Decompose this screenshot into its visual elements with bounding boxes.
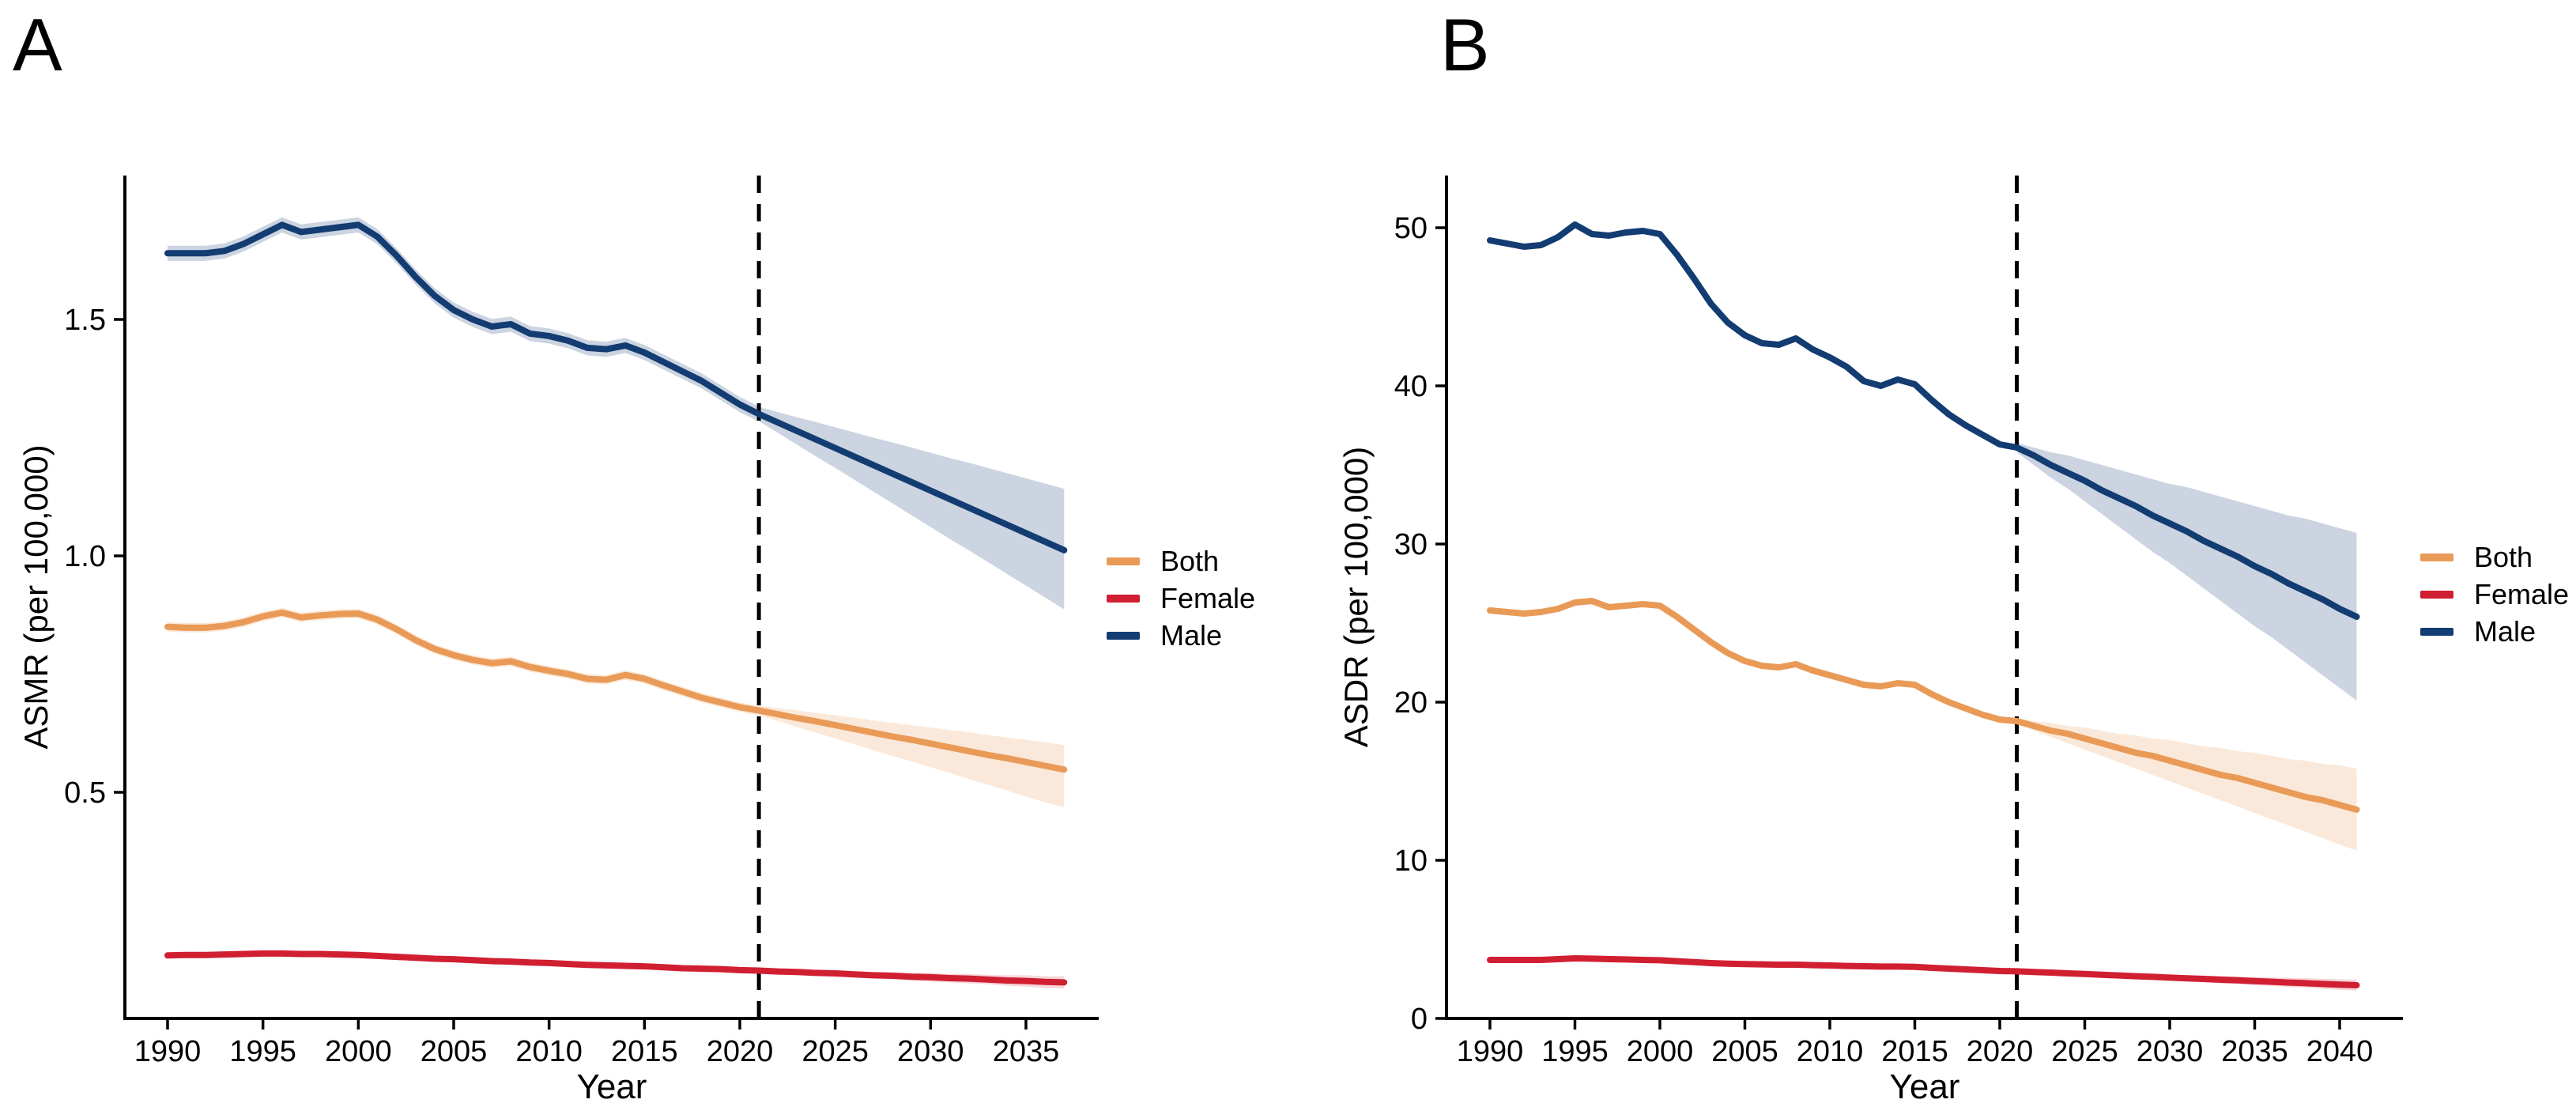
x-tick-label: 2035 xyxy=(993,1035,1060,1068)
legend-item-both: Both xyxy=(2420,538,2569,576)
forecast-band-both xyxy=(2016,718,2357,851)
panel-a-y-axis-label: ASMR (per 100,000) xyxy=(17,444,55,750)
x-tick-label: 2010 xyxy=(515,1035,583,1068)
series-lines xyxy=(164,221,1068,986)
ci-bands xyxy=(168,217,1065,989)
forecast-band-male xyxy=(759,406,1065,610)
x-tick-label: 2015 xyxy=(1881,1035,1948,1068)
legend-label-both: Both xyxy=(2474,540,2533,573)
ci-bands xyxy=(2016,443,2357,991)
x-tick-label: 2005 xyxy=(1711,1035,1778,1068)
male-swatch-icon xyxy=(1107,631,1140,640)
legend-item-male: Male xyxy=(2420,613,2569,650)
x-tick-label: 1995 xyxy=(229,1035,296,1068)
panel-A: 0.5 1.0 1.5 1990 1995 2000 2005 2010 2015 2020 202… xyxy=(64,176,1099,1068)
forecast-band-both xyxy=(759,705,1065,808)
series-line-female xyxy=(164,950,1068,986)
y-tick-label: 0 xyxy=(1411,1003,1428,1036)
x-tick-label: 1990 xyxy=(134,1035,202,1068)
forecast-band-male xyxy=(2016,443,2357,701)
x-tick-label: 1990 xyxy=(1457,1035,1524,1068)
legend-item-female: Female xyxy=(2420,576,2569,613)
series-line-female xyxy=(1487,955,2360,988)
x-tick-label: 2020 xyxy=(707,1035,774,1068)
panel-a-title: A xyxy=(13,3,62,86)
x-tick-label: 2005 xyxy=(421,1035,488,1068)
both-swatch-icon xyxy=(2420,553,2453,561)
y-tick-label: 0.5 xyxy=(64,776,106,810)
x-tick-label: 2025 xyxy=(801,1035,869,1068)
legend-item-both: Both xyxy=(1107,542,1255,580)
series-line-male xyxy=(1487,221,2360,620)
series-lines xyxy=(1487,221,2360,988)
panel-b-title: B xyxy=(1440,3,1490,86)
x-tick-label: 2030 xyxy=(2137,1035,2204,1068)
panel-a-x-axis-label: Year xyxy=(576,1067,647,1106)
y-tick-label: 20 xyxy=(1394,686,1428,720)
series-line-both xyxy=(164,609,1068,773)
panel-a-legend: Both Female Male xyxy=(1107,542,1255,654)
both-swatch-icon xyxy=(1107,557,1140,565)
y-tick-label: 40 xyxy=(1394,370,1428,403)
x-tick-label: 2015 xyxy=(611,1035,678,1068)
x-tick-label: 2010 xyxy=(1797,1035,1864,1068)
legend-label-female: Female xyxy=(1160,581,1256,614)
y-tick-label: 50 xyxy=(1394,212,1428,245)
x-tick-label: 1995 xyxy=(1541,1035,1609,1068)
hist-band-male xyxy=(168,217,760,422)
female-swatch-icon xyxy=(2420,590,2453,599)
y-tick-label: 30 xyxy=(1394,528,1428,561)
panel-b-x-axis-label: Year xyxy=(1889,1067,1960,1106)
legend-label-female: Female xyxy=(2474,577,2570,610)
legend-item-male: Male xyxy=(1107,617,1255,654)
y-tick-label: 1.5 xyxy=(64,304,106,337)
series-line-both xyxy=(1487,598,2360,813)
legend-label-both: Both xyxy=(1160,544,1220,577)
legend-item-female: Female xyxy=(1107,580,1255,617)
series-line-male xyxy=(164,221,1068,554)
panel-b-y-axis-label: ASDR (per 100,000) xyxy=(1337,446,1375,748)
male-swatch-icon xyxy=(2420,627,2453,636)
x-tick-label: 2035 xyxy=(2221,1035,2288,1068)
x-tick-label: 2025 xyxy=(2051,1035,2118,1068)
x-tick-label: 2000 xyxy=(1627,1035,1694,1068)
y-tick-label: 10 xyxy=(1394,844,1428,878)
x-tick-label: 2000 xyxy=(325,1035,392,1068)
female-swatch-icon xyxy=(1107,594,1140,603)
legend-label-male: Male xyxy=(2474,614,2536,648)
hist-band-both xyxy=(168,607,760,716)
panel-b-legend: Both Female Male xyxy=(2420,538,2569,650)
x-tick-label: 2040 xyxy=(2306,1035,2374,1068)
x-tick-label: 2030 xyxy=(897,1035,964,1068)
x-tick-label: 2020 xyxy=(1967,1035,2034,1068)
y-tick-label: 1.0 xyxy=(64,540,106,573)
legend-label-male: Male xyxy=(1160,618,1223,652)
